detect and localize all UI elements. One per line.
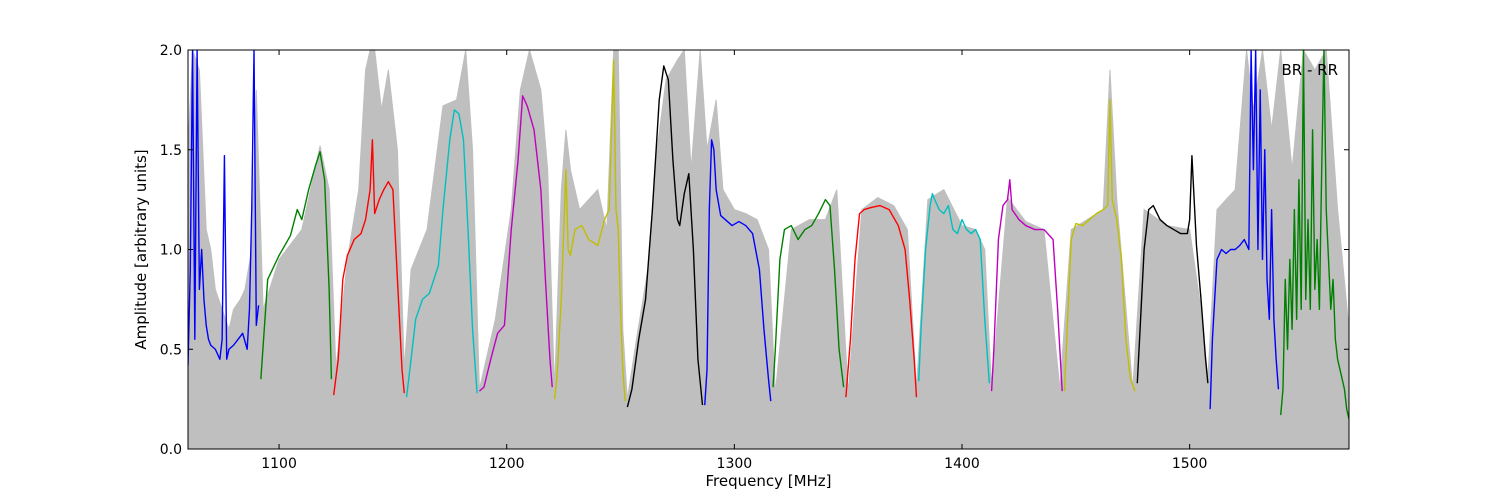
y-tick-label: 0.0 — [160, 442, 182, 458]
series-line-14 — [1136, 155, 1209, 384]
x-tick-label: 1100 — [261, 456, 297, 472]
series-line-8 — [704, 139, 772, 406]
series-line-16 — [1280, 50, 1349, 420]
x-axis-label: Frequency [MHz] — [705, 472, 831, 490]
x-tick-label: 1300 — [717, 456, 753, 472]
x-axis: 1100 1200 1300 1400 1500 — [261, 50, 1207, 472]
y-tick-label: 0.5 — [160, 342, 182, 358]
series-line-15 — [1209, 50, 1280, 410]
background-envelope — [188, 50, 1349, 449]
series-line-11 — [918, 192, 991, 384]
y-axis: 0.0 0.5 1.0 1.5 2.0 — [160, 43, 1349, 458]
series-line-7 — [626, 65, 704, 408]
y-tick-label: 2.0 — [160, 43, 182, 59]
x-tick-label: 1400 — [944, 456, 980, 472]
series-line-5 — [478, 95, 553, 392]
y-axis-label: Amplitude [arbitrary units] — [132, 149, 150, 349]
x-tick-label: 1200 — [489, 456, 525, 472]
series-line-10 — [845, 204, 918, 398]
y-tick-label: 1.0 — [160, 243, 182, 259]
series-line-6 — [553, 59, 626, 402]
series-line-3 — [332, 139, 405, 396]
chart-annotation: BR - RR — [1281, 61, 1338, 79]
series-line-4 — [405, 109, 478, 398]
series-line-2 — [260, 151, 333, 380]
series-line-13 — [1063, 99, 1136, 392]
series-line-12 — [990, 178, 1063, 392]
series-line-1 — [188, 50, 260, 366]
series-line-9 — [772, 198, 845, 388]
plot-area — [188, 50, 1349, 449]
x-tick-label: 1500 — [1172, 456, 1208, 472]
y-tick-label: 1.5 — [160, 143, 182, 159]
